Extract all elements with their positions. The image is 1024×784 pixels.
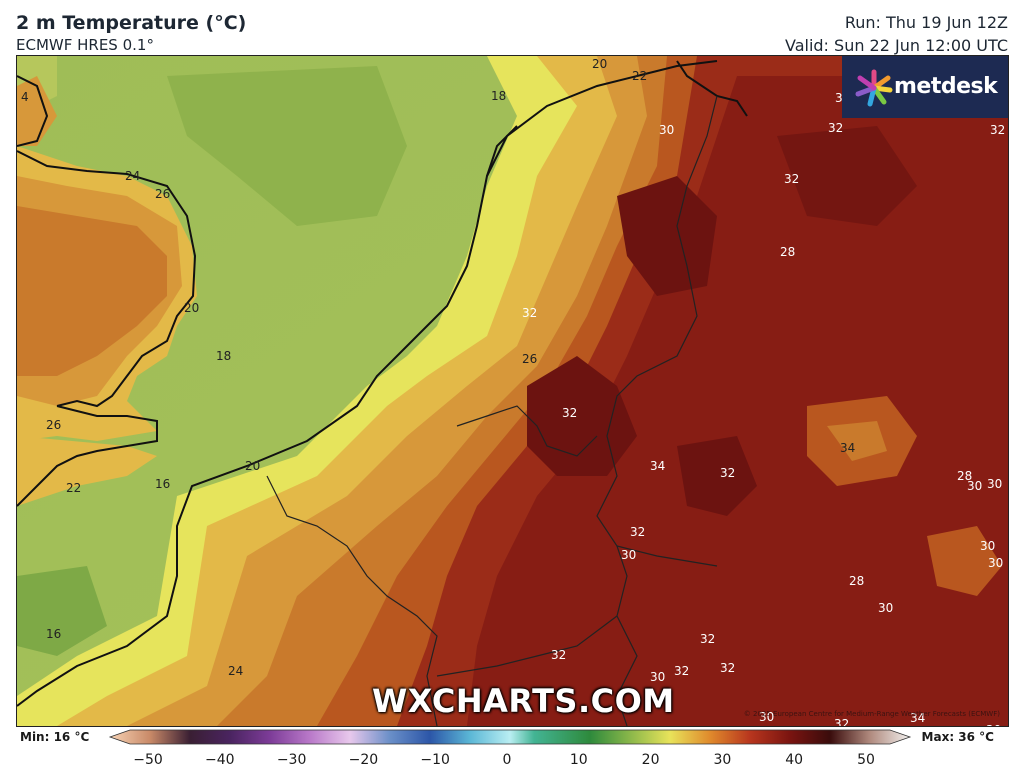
contour-label: 34	[910, 711, 925, 725]
hot-core	[617, 176, 717, 296]
contour-label: 30	[988, 556, 1003, 570]
contour-label: 24	[125, 169, 140, 183]
coastlines	[17, 60, 748, 707]
contour-label: 30	[759, 710, 774, 724]
contour-label: 32	[562, 406, 577, 420]
colorbar-tick: −40	[205, 752, 235, 768]
contour-label: 32	[700, 632, 715, 646]
contour-label: 22	[66, 481, 81, 495]
colorbar-scale	[108, 729, 912, 745]
colorbar-tick: −50	[133, 752, 163, 768]
contour-label: 30	[986, 723, 1001, 726]
land-band-32	[467, 76, 1008, 726]
contour-label: 32	[990, 123, 1005, 137]
colorbar-tick: 40	[785, 752, 804, 768]
contour-label: 32	[828, 121, 843, 135]
colorbar-tick: −20	[348, 752, 379, 768]
copyright-notice: © 2025 European Centre for Medium-Range …	[743, 710, 1000, 718]
metdesk-logo-icon	[855, 69, 893, 107]
colorbar-tick: 10	[569, 752, 588, 768]
contour-label: 20	[592, 57, 607, 71]
england-south	[17, 436, 157, 506]
contour-label: 34	[650, 459, 665, 473]
colorbar-tick: 20	[641, 752, 660, 768]
contour-label: 34	[840, 441, 855, 455]
contour-label: 26	[46, 418, 61, 432]
contour-label: 32	[834, 717, 849, 726]
sea-patch	[167, 66, 407, 226]
max-temperature-label: Max: 36 °C	[921, 730, 994, 744]
colorbar-tick: 30	[713, 752, 732, 768]
colorbar-tick: −10	[420, 752, 450, 768]
contour-label: 30	[621, 548, 636, 562]
cool-spot	[827, 421, 887, 461]
cool-spot	[927, 526, 1002, 596]
hot-core	[777, 126, 917, 226]
colorbar-tick: 0	[502, 752, 512, 768]
contour-label: 24	[228, 664, 243, 678]
contour-label: 32	[720, 661, 735, 675]
contour-label: 30	[967, 479, 982, 493]
chart-title: 2 m Temperature (°C)	[16, 12, 247, 34]
colorbar-gradient	[108, 729, 912, 745]
run-time: Run: Thu 19 Jun 12Z	[844, 13, 1008, 32]
metdesk-logo-text: metdesk	[894, 74, 998, 99]
contour-label: 16	[155, 477, 170, 491]
contour-label: 30	[987, 477, 1002, 491]
contour-label: 30	[980, 539, 995, 553]
contour-label: 30	[650, 670, 665, 684]
hot-core	[677, 436, 757, 516]
colorbar: Min: 16 °C Max: 36 °C −50 −40 −30 −20 −10 0 10…	[0, 726, 1024, 784]
min-temperature-label: Min: 16 °C	[20, 730, 90, 744]
contour-label: 20	[245, 459, 260, 473]
colorbar-tick: −30	[276, 752, 307, 768]
valid-time: Valid: Sun 22 Jun 12:00 UTC	[785, 36, 1008, 55]
contour-label: 30	[659, 123, 674, 137]
colorbar-tick: 50	[857, 752, 875, 768]
contour-label: 18	[491, 89, 506, 103]
england-north	[17, 76, 57, 146]
contour-label: 18	[216, 349, 231, 363]
contour-labels: 4 24 26 20 18 26 22 16 20 16 24 18 20 22 30 30 32 32 32 32 2…	[21, 57, 1005, 726]
contour-label: 32	[784, 172, 799, 186]
wxcharts-watermark: WXCHARTS.COM	[372, 682, 675, 720]
contour-label: 32	[522, 306, 537, 320]
borders	[266, 95, 718, 726]
contour-label: 22	[632, 69, 647, 83]
contour-label: 32	[551, 648, 566, 662]
contour-label: 28	[957, 469, 972, 483]
sea-patch	[17, 566, 107, 656]
contour-label: 30	[878, 601, 893, 615]
model-name: ECMWF HRES 0.1°	[16, 36, 154, 54]
chart-header: 2 m Temperature (°C) ECMWF HRES 0.1° Run…	[0, 0, 1024, 55]
england-band	[17, 206, 167, 376]
contour-label: 26	[155, 187, 170, 201]
contour-label: 16	[46, 627, 61, 641]
contour-label: 4	[21, 90, 29, 104]
temperature-map[interactable]: 4 24 26 20 18 26 22 16 20 16 24 18 20 22 30 30 32 32 32 32 2…	[16, 55, 1009, 727]
map-canvas: 4 24 26 20 18 26 22 16 20 16 24 18 20 22 30 30 32 32 32 32 2…	[17, 56, 1008, 726]
contour-label: 32	[674, 664, 689, 678]
contour-label: 28	[849, 574, 864, 588]
contour-label: 26	[522, 352, 537, 366]
contour-label: 28	[780, 245, 795, 259]
contour-label: 32	[630, 525, 645, 539]
contour-label: 20	[184, 301, 199, 315]
contour-label: 32	[720, 466, 735, 480]
metdesk-logo[interactable]: metdesk	[842, 56, 1008, 118]
